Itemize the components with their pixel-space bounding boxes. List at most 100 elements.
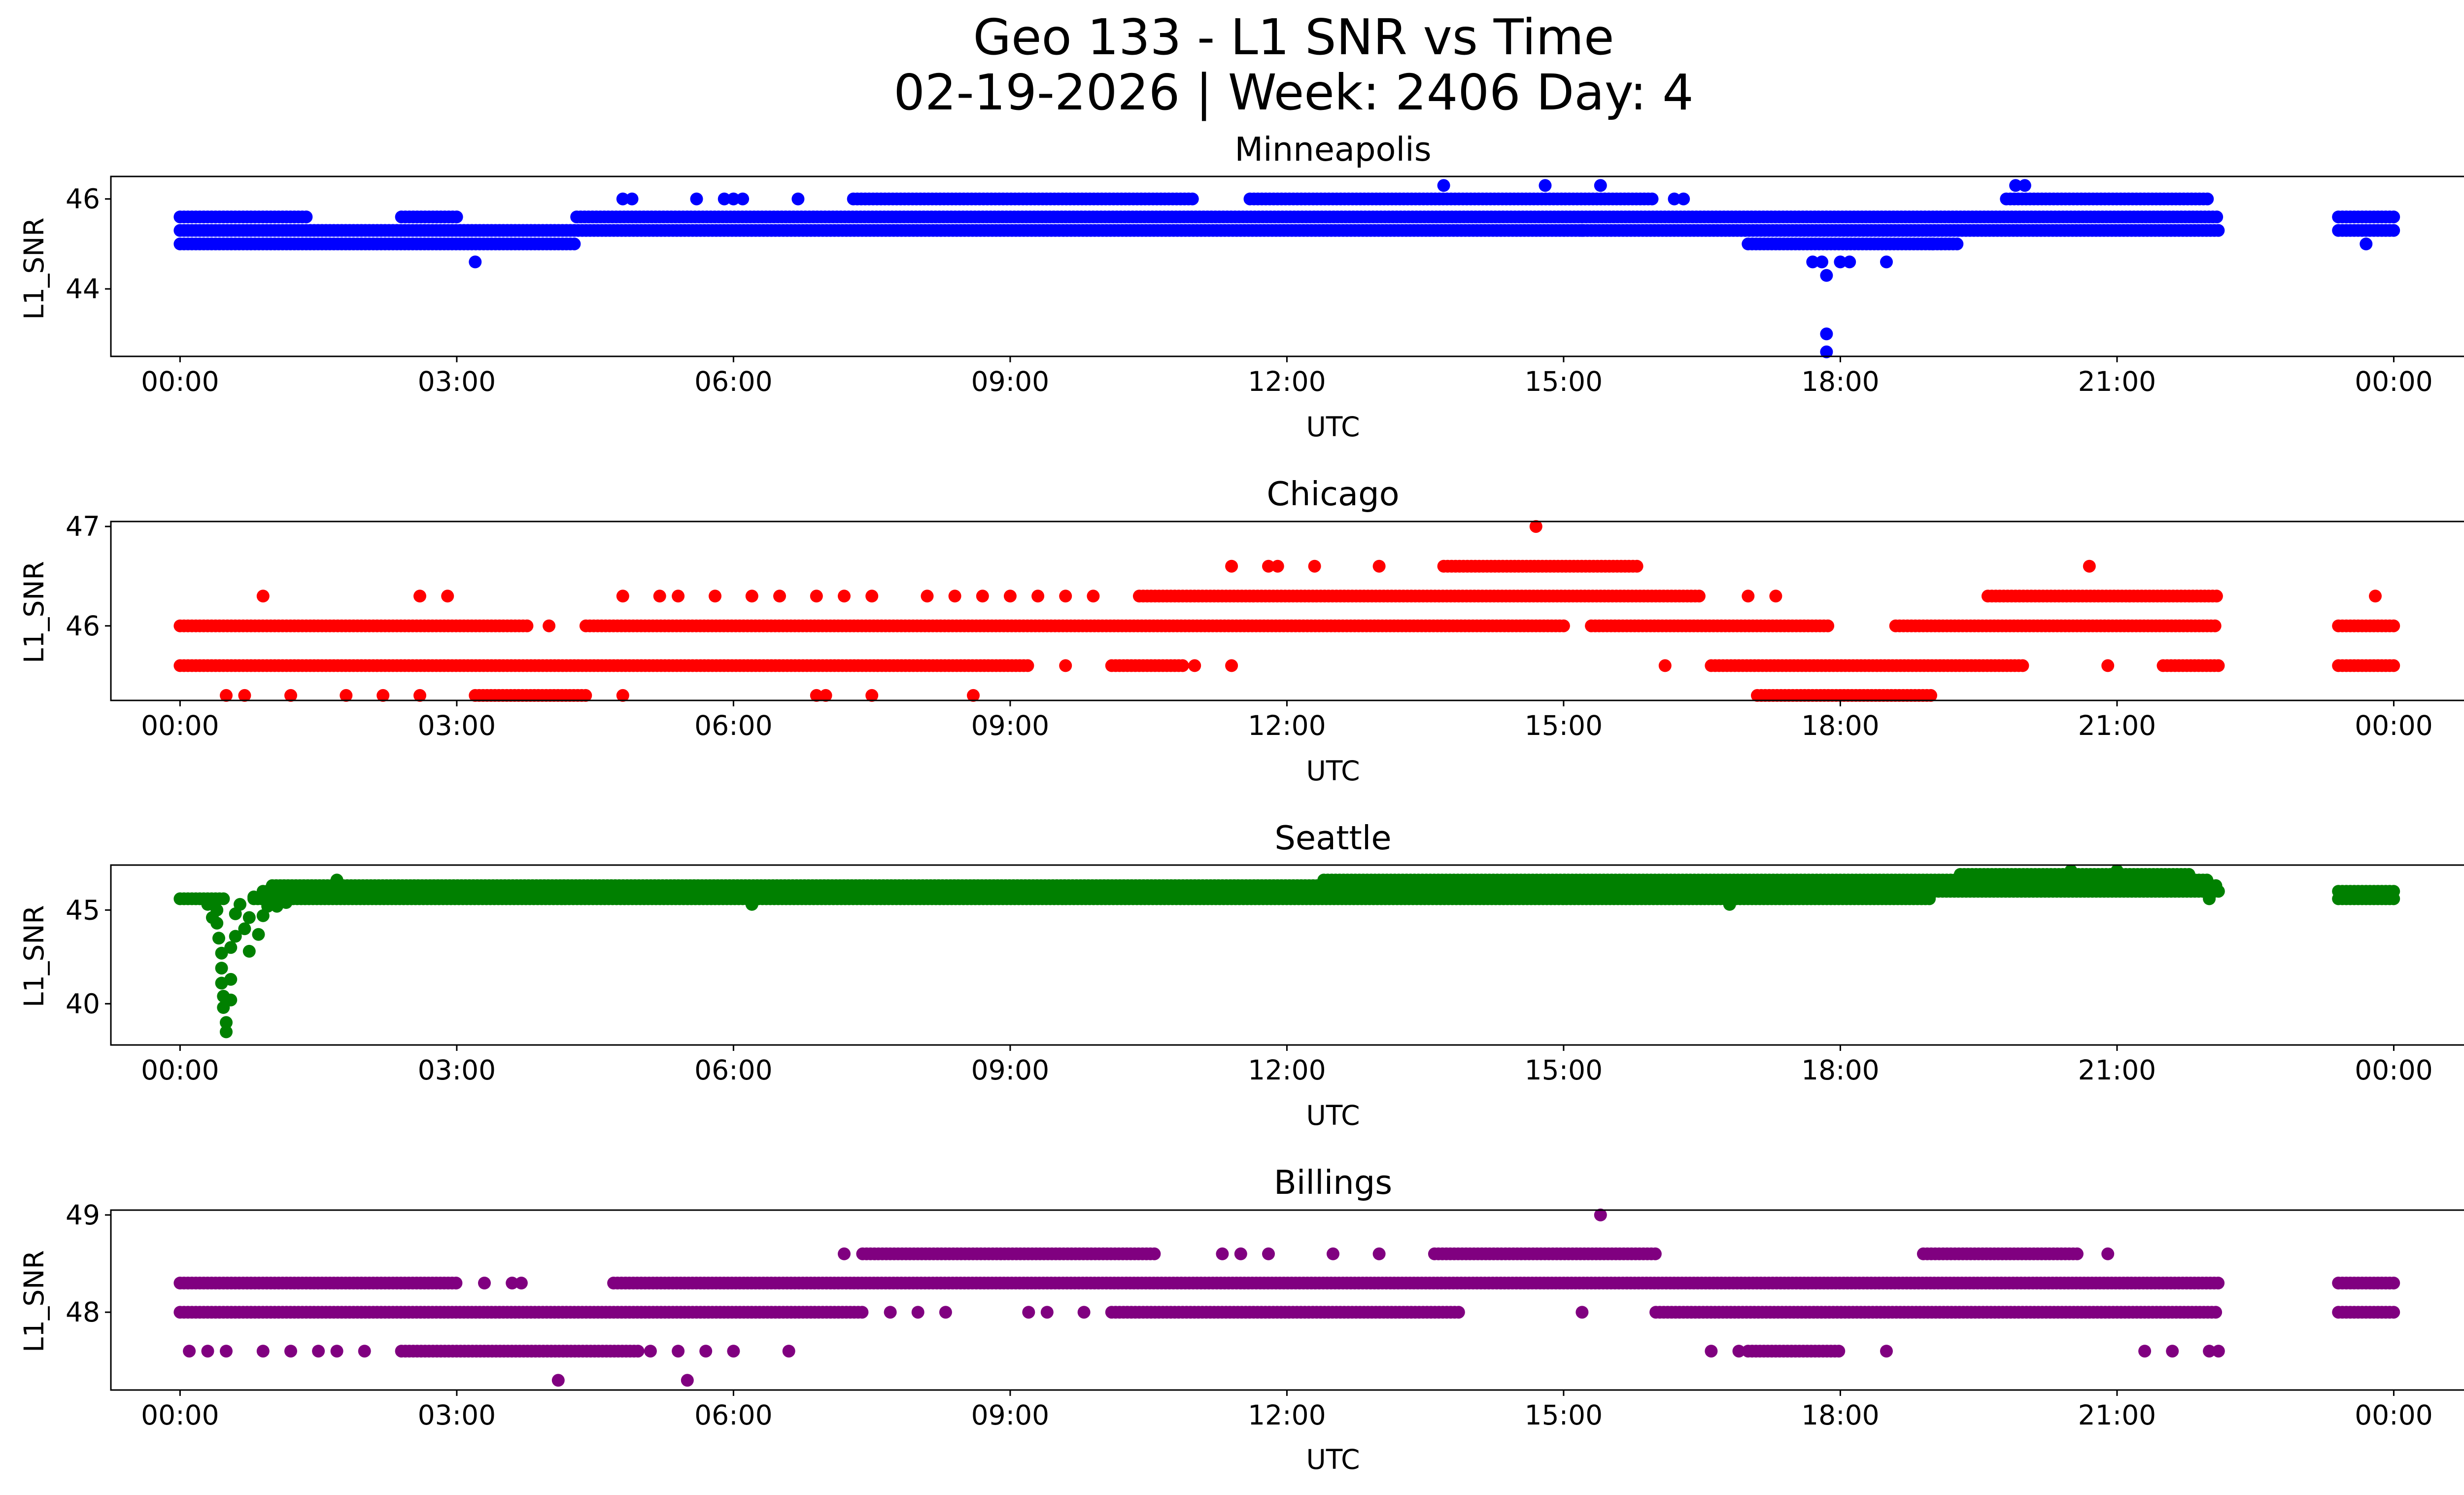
data-point: [709, 590, 721, 603]
data-point: [1176, 659, 1189, 672]
data-point: [2387, 659, 2400, 672]
data-point: [220, 1025, 233, 1039]
x-tick-label: 03:00: [418, 366, 496, 397]
data-point: [1557, 619, 1570, 632]
data-run-minneapolis-2-0: [173, 210, 313, 224]
data-bands-chicago: [173, 559, 2400, 702]
data-point: [300, 210, 313, 224]
data-run-minneapolis-3-1: [1243, 192, 1659, 206]
data-point: [2018, 179, 2031, 192]
x-tick-label: 15:00: [1525, 710, 1603, 741]
data-point: [2064, 864, 2078, 877]
data-point: [631, 1345, 645, 1358]
data-point: [413, 689, 426, 702]
data-point: [1308, 559, 1321, 573]
data-point: [201, 898, 214, 911]
data-point: [2182, 868, 2195, 881]
data-point: [810, 689, 823, 702]
y-axis-label-minneapolis: L1_SNR: [18, 217, 50, 319]
data-point: [616, 192, 629, 206]
data-point: [2387, 224, 2400, 237]
data-point: [1806, 255, 1819, 269]
data-run-chicago-1-1: [1105, 659, 1189, 672]
data-point: [653, 590, 666, 603]
data-point: [745, 898, 758, 911]
data-point: [1188, 659, 1201, 672]
data-point: [616, 689, 629, 702]
data-point: [690, 192, 703, 206]
data-point: [450, 210, 463, 224]
data-point: [279, 896, 293, 909]
data-point: [330, 873, 343, 887]
x-tick-label: 18:00: [1801, 366, 1880, 397]
x-tick-label: 00:00: [141, 1054, 219, 1086]
data-point: [2360, 237, 2373, 250]
x-axis-label-minneapolis: UTC: [1306, 411, 1360, 443]
data-point: [1658, 659, 1672, 672]
data-point: [1723, 898, 1736, 911]
data-point: [2016, 659, 2029, 672]
data-point: [1575, 224, 1589, 237]
data-point: [2212, 659, 2225, 672]
data-run-billings-1-1: [1105, 1306, 1465, 1319]
data-point: [1059, 659, 1072, 672]
x-tick-label: 15:00: [1525, 366, 1603, 397]
data-point: [921, 590, 934, 603]
data-point: [2210, 210, 2224, 224]
x-tick-label: 00:00: [2355, 710, 2433, 741]
panel-title-seattle: Seattle: [1274, 819, 1391, 857]
data-point: [1021, 659, 1034, 672]
x-tick-label: 09:00: [971, 710, 1050, 741]
data-point: [256, 590, 270, 603]
data-point: [376, 689, 390, 702]
y-tick-label: 47: [66, 511, 100, 542]
data-run-chicago-2-1: [579, 619, 1570, 632]
data-points-minneapolis: [469, 179, 2373, 358]
data-point: [810, 590, 823, 603]
y-tick-label: 44: [66, 273, 100, 305]
data-run-chicago-2-0: [173, 619, 534, 632]
data-point: [1820, 269, 1833, 282]
data-point: [948, 590, 961, 603]
data-run-chicago-0-0: [469, 689, 592, 702]
data-point: [856, 1306, 869, 1319]
panel-title-chicago: Chicago: [1266, 475, 1399, 513]
data-point: [224, 993, 238, 1007]
data-point: [413, 590, 426, 603]
data-point: [865, 590, 879, 603]
data-point: [2210, 590, 2223, 603]
x-tick-label: 21:00: [2078, 366, 2156, 397]
data-point: [2083, 559, 2096, 573]
x-tick-label: 00:00: [2355, 366, 2433, 397]
data-run-chicago-2-2: [1585, 619, 1835, 632]
y-axis-label-chicago: L1_SNR: [18, 561, 50, 663]
y-tick-label: 40: [66, 988, 100, 1019]
data-point: [736, 192, 750, 206]
data-point: [1225, 659, 1238, 672]
data-point: [616, 590, 629, 603]
y-tick-label: 46: [66, 183, 100, 215]
data-point: [1880, 255, 1893, 269]
data-point: [2200, 873, 2214, 887]
data-run-minneapolis-3-2: [2000, 192, 2214, 206]
x-tick-label: 09:00: [971, 366, 1050, 397]
x-ticks-chicago: 00:00 03:00 06:00 09:00 12:00 15:00 18:00 21:00…: [141, 700, 2433, 741]
data-run-billings-0-1: [1742, 1345, 1846, 1358]
data-point: [865, 689, 879, 702]
data-point: [718, 192, 731, 206]
data-point: [1186, 192, 1199, 206]
data-point: [238, 689, 251, 702]
x-ticks-minneapolis: 00:00 03:00 06:00 09:00 12:00 15:00 18:00 21:00…: [141, 356, 2433, 397]
panel-title-billings: Billings: [1274, 1163, 1392, 1202]
x-tick-label: 06:00: [694, 366, 773, 397]
data-point: [773, 590, 786, 603]
data-point: [967, 689, 980, 702]
y-axis-label-seattle: L1_SNR: [18, 905, 50, 1007]
data-run-minneapolis-2-3: [2332, 210, 2400, 224]
x-axis-label-chicago: UTC: [1306, 755, 1360, 787]
data-point: [215, 962, 228, 975]
data-run-chicago-3-1: [1981, 590, 2223, 603]
x-tick-label: 00:00: [141, 366, 219, 397]
panel-seattle: Seattle L1_SNR UTC 00:00 03:00 06:00 09:00 1…: [18, 819, 2464, 1131]
data-point: [1924, 689, 1937, 702]
